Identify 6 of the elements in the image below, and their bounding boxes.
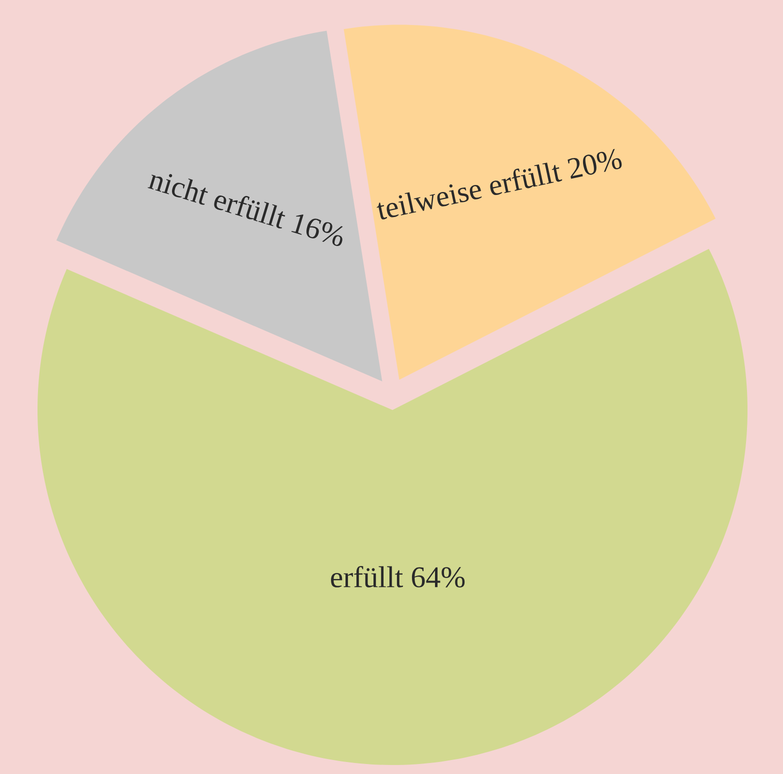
slice-label: erfüllt <box>331 566 403 588</box>
data-label: 64% <box>412 567 465 588</box>
slice-label: teilweise erfüllt <box>376 162 562 220</box>
slice-label: nicht erfüllt <box>148 174 286 228</box>
data-label: 16% <box>291 214 343 246</box>
data-label: 20% <box>568 148 622 179</box>
